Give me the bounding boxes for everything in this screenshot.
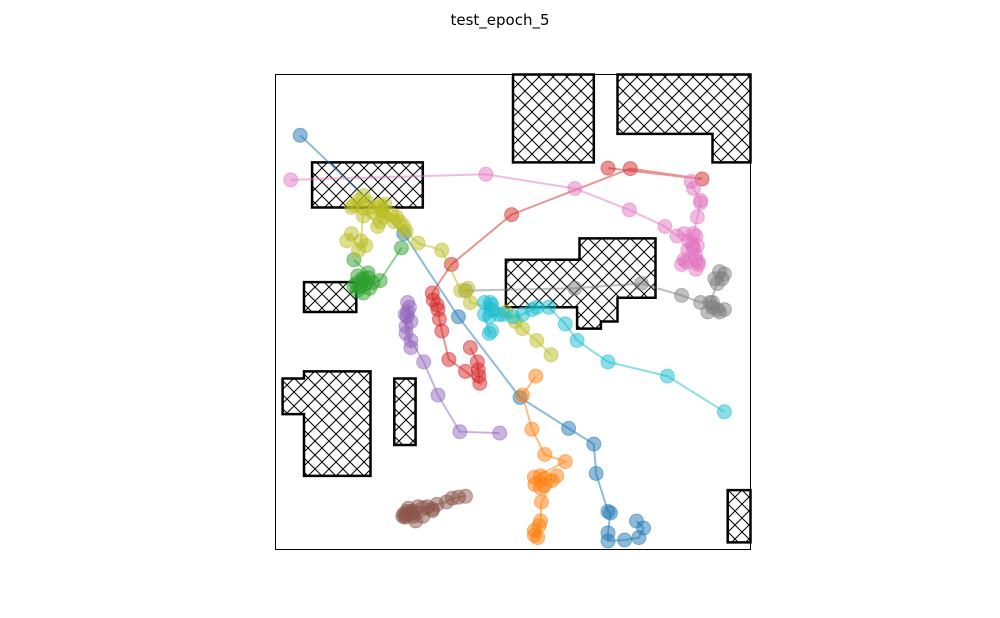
- trajectory-point: [693, 192, 709, 208]
- obstacles-layer: [281, 73, 752, 544]
- trajectory-point: [504, 207, 520, 223]
- trajectory-point: [529, 333, 545, 348]
- trajectory-point: [657, 219, 673, 234]
- trajectory-point: [683, 173, 699, 189]
- trajectory-point: [469, 354, 485, 370]
- trajectory-point: [702, 295, 718, 310]
- trajectory-point: [452, 424, 468, 440]
- trajectory-point: [434, 242, 450, 258]
- trajectory-point: [602, 505, 618, 521]
- trajectory-point: [453, 283, 469, 299]
- trajectory-point: [622, 161, 638, 177]
- trajectory-point: [424, 501, 440, 517]
- obstacle-1: [511, 73, 596, 164]
- trajectory-point: [283, 172, 299, 188]
- trajectory-point: [515, 387, 530, 403]
- trajectory-point: [370, 219, 386, 234]
- trajectory-point: [477, 306, 492, 322]
- trajectory-point: [478, 166, 494, 182]
- trajectory-point: [400, 295, 416, 310]
- trajectory-point: [716, 404, 732, 420]
- trajectory-point: [458, 363, 473, 379]
- trajectory-point: [339, 233, 355, 249]
- trajectory-point: [462, 295, 478, 310]
- trajectory-point: [561, 420, 577, 436]
- trajectory-point: [403, 340, 419, 356]
- trajectory-point: [569, 333, 585, 348]
- trajectory-point: [430, 387, 446, 403]
- trajectory-10: [477, 295, 732, 420]
- trajectory-point: [393, 240, 409, 256]
- obstacle-6: [281, 370, 372, 478]
- trajectory-point: [686, 226, 701, 242]
- trajectory-point: [549, 468, 565, 484]
- trajectory-point: [292, 127, 308, 143]
- trajectory-point: [537, 447, 553, 462]
- trajectory-point: [434, 323, 450, 339]
- trajectory-point: [410, 235, 426, 251]
- trajectory-point: [629, 513, 644, 529]
- trajectory-point: [621, 202, 637, 218]
- trajectory-point: [358, 276, 374, 291]
- trajectory-point: [534, 494, 549, 510]
- trajectory-point: [416, 354, 432, 370]
- trajectories-layer: [283, 127, 732, 549]
- trajectory-7: [283, 166, 709, 277]
- trajectory-point: [450, 309, 466, 325]
- trajectory-point: [588, 466, 604, 481]
- trajectory-point: [441, 352, 457, 367]
- trajectory-point: [543, 347, 559, 363]
- trajectory-point: [528, 368, 544, 384]
- trajectory-point: [484, 323, 500, 339]
- trajectory-3: [346, 240, 409, 301]
- trajectory-point: [557, 454, 573, 470]
- trajectory-5: [397, 295, 508, 441]
- trajectory-point: [633, 276, 649, 291]
- trajectory-point: [403, 314, 419, 329]
- trajectory-point: [600, 160, 616, 176]
- trajectory-point: [567, 181, 583, 196]
- trajectory-point: [557, 316, 573, 332]
- trajectory-2: [515, 368, 573, 546]
- trajectory-point: [524, 421, 540, 437]
- trajectory-point: [617, 532, 633, 548]
- trajectory-point: [707, 271, 723, 287]
- trajectory-point: [526, 527, 542, 543]
- trajectory-4: [424, 160, 710, 391]
- trajectory-point: [351, 242, 367, 258]
- trajectory-point: [372, 273, 388, 289]
- trajectory-9: [339, 188, 559, 363]
- trajectory-point: [689, 209, 705, 225]
- chart-title: test_epoch_5: [450, 11, 549, 30]
- trajectory-1: [292, 127, 652, 549]
- obstacle-7: [393, 377, 417, 447]
- obstacle-8: [726, 488, 752, 544]
- trajectory-6: [395, 488, 473, 529]
- trajectory-point: [688, 252, 704, 268]
- trajectory-point: [355, 200, 371, 215]
- trajectory-point: [462, 340, 478, 356]
- plot-frame: [275, 74, 751, 550]
- trajectory-point: [674, 287, 690, 303]
- trajectory-point: [586, 436, 602, 452]
- trajectory-point: [567, 280, 583, 296]
- obstacle-4: [302, 280, 358, 314]
- trajectory-point: [600, 354, 616, 370]
- trajectory-point: [600, 533, 616, 549]
- trajectory-point: [659, 368, 675, 384]
- trajectory-point: [492, 425, 508, 441]
